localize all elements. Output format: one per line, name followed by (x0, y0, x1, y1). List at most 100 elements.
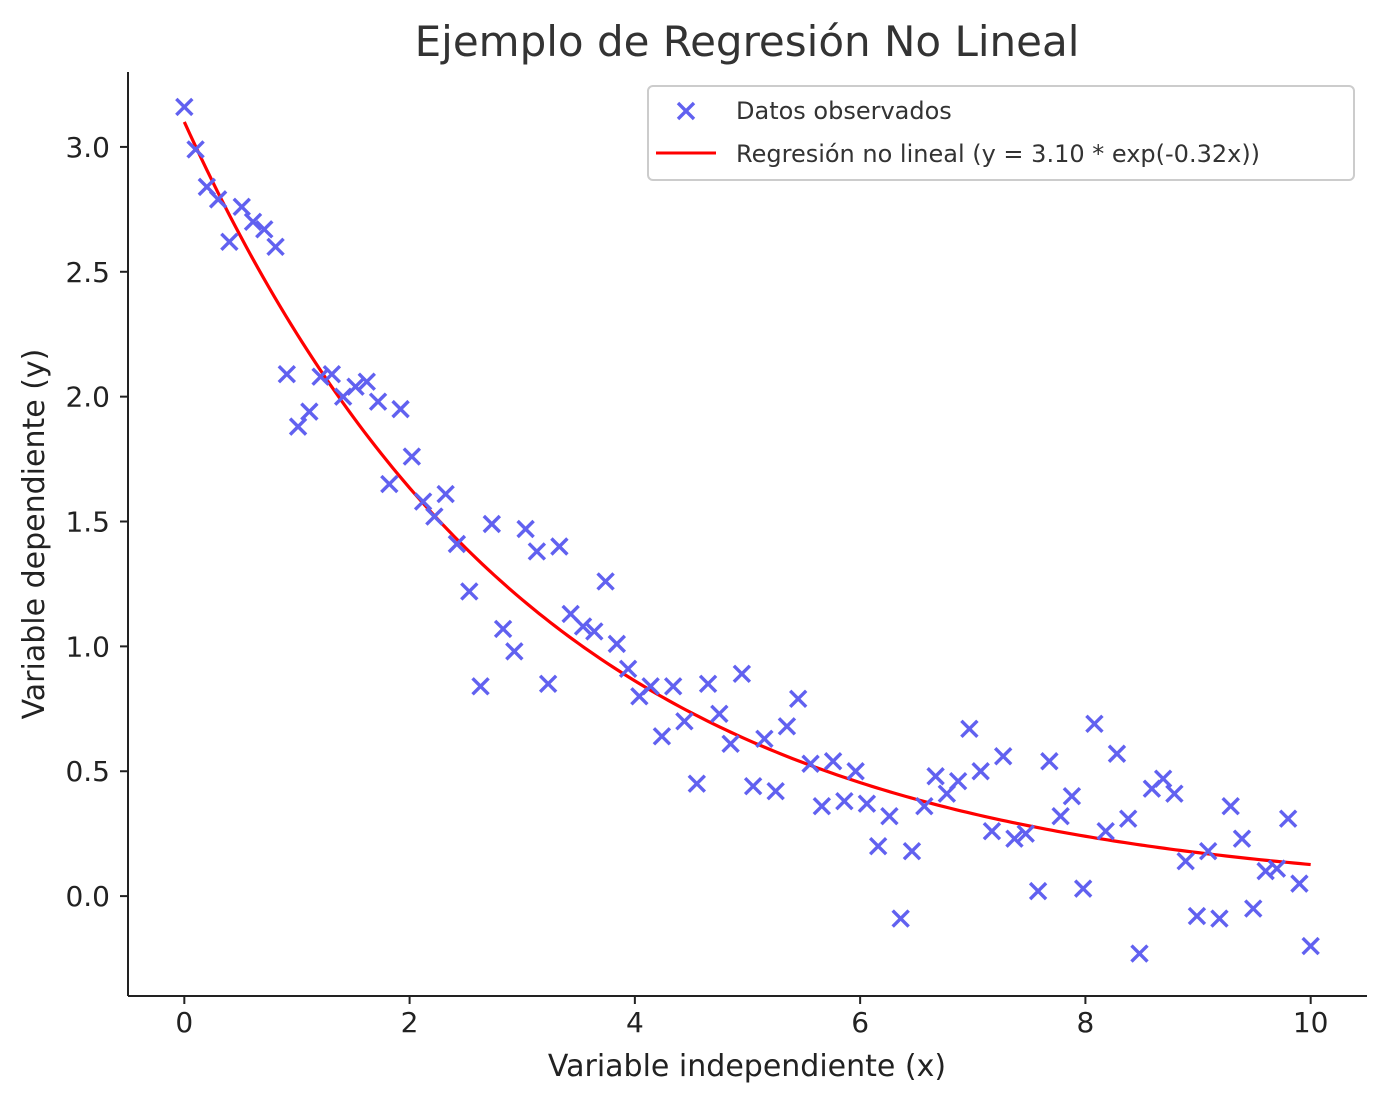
data-point (891, 909, 910, 928)
data-point (585, 622, 604, 641)
x-ticks: 0 2 4 6 8 10 (175, 996, 1329, 1039)
data-point (322, 364, 342, 384)
data-point (801, 754, 820, 773)
legend: Datos observados Regresión no lineal (y … (647, 85, 1355, 181)
data-point (1267, 859, 1287, 878)
data-point (788, 689, 808, 709)
data-point (698, 674, 718, 694)
x-tick-label: 8 (1076, 1006, 1094, 1039)
data-point (1278, 809, 1298, 828)
data-point (516, 519, 535, 539)
data-point (573, 617, 593, 636)
data-point (915, 797, 934, 816)
data-point (471, 677, 490, 696)
data-point (777, 717, 797, 736)
legend-box (647, 85, 1355, 181)
data-point (380, 474, 399, 494)
data-point (710, 704, 729, 724)
data-point (618, 659, 638, 679)
data-point (243, 212, 263, 232)
data-point (368, 392, 388, 411)
data-point (1119, 809, 1138, 828)
data-point (186, 140, 205, 159)
data-point (288, 417, 308, 436)
data-point (232, 197, 251, 217)
y-tick-label: 1.0 (65, 630, 110, 663)
data-point (505, 642, 524, 661)
y-tick-label: 0.5 (65, 755, 110, 788)
legend-label-scatter: Datos observados (736, 97, 952, 125)
data-point (346, 377, 365, 396)
data-point (835, 792, 854, 811)
data-point (902, 841, 922, 861)
legend-label-line: Regresión no lineal (y = 3.10 * exp(-0.3… (736, 140, 1260, 168)
data-point (1232, 829, 1252, 848)
data-point (1187, 906, 1207, 926)
data-point (1130, 944, 1149, 963)
data-point (812, 797, 832, 816)
data-point (1301, 936, 1320, 956)
data-point (300, 402, 319, 421)
data-point (208, 190, 228, 209)
y-tick-label: 0.0 (65, 880, 110, 913)
data-point (721, 734, 740, 753)
data-point (675, 712, 694, 731)
data-point (1176, 851, 1195, 871)
axes (127, 72, 1367, 997)
data-point (846, 762, 865, 781)
x-tick-label: 6 (851, 1006, 869, 1039)
data-point (255, 220, 274, 239)
x-tick-label: 4 (626, 1006, 644, 1039)
data-point (1165, 784, 1184, 803)
y-tick-label: 2.0 (65, 381, 110, 414)
x-tick-label: 10 (1293, 1006, 1329, 1039)
data-point (391, 399, 410, 419)
x-tick-label: 2 (401, 1006, 419, 1039)
data-point (1040, 752, 1059, 771)
data-point (413, 492, 433, 511)
regression-curve (182, 121, 1311, 867)
data-point (1256, 861, 1275, 881)
data-point (641, 677, 660, 696)
data-point (1210, 909, 1229, 928)
data-point (663, 677, 683, 696)
legend-marker-scatter (676, 101, 696, 121)
data-point (357, 372, 376, 391)
data-point (1153, 769, 1173, 788)
data-point (436, 484, 455, 504)
legend-x-marker (676, 101, 696, 121)
data-point (868, 836, 888, 856)
data-point (1016, 824, 1035, 843)
data-point (277, 364, 297, 384)
data-point (1221, 797, 1240, 816)
data-point (926, 767, 945, 786)
data-point (1062, 787, 1082, 806)
y-tick-label: 3.0 (65, 131, 110, 164)
data-point (948, 772, 968, 791)
data-point (1107, 744, 1127, 763)
scatter-layer (175, 97, 1320, 963)
data-point (266, 237, 285, 257)
data-point (1085, 714, 1104, 733)
regression-layer (182, 121, 1311, 867)
data-point (527, 542, 547, 561)
data-point (175, 97, 194, 117)
data-point (1244, 899, 1263, 918)
data-point (493, 619, 513, 639)
data-point (607, 634, 627, 654)
y-tick-label: 1.5 (65, 506, 110, 539)
data-point (1198, 841, 1218, 861)
data-point (596, 572, 615, 591)
x-axis-label: Variable independiente (x) (548, 1049, 946, 1084)
data-point (982, 821, 1002, 841)
data-point (823, 752, 843, 771)
data-point (402, 447, 422, 466)
data-point (743, 777, 763, 796)
data-point (857, 794, 877, 813)
data-point (687, 774, 707, 793)
data-point (550, 537, 569, 556)
data-point (220, 232, 239, 252)
data-point (1051, 806, 1070, 826)
data-point (755, 729, 774, 748)
